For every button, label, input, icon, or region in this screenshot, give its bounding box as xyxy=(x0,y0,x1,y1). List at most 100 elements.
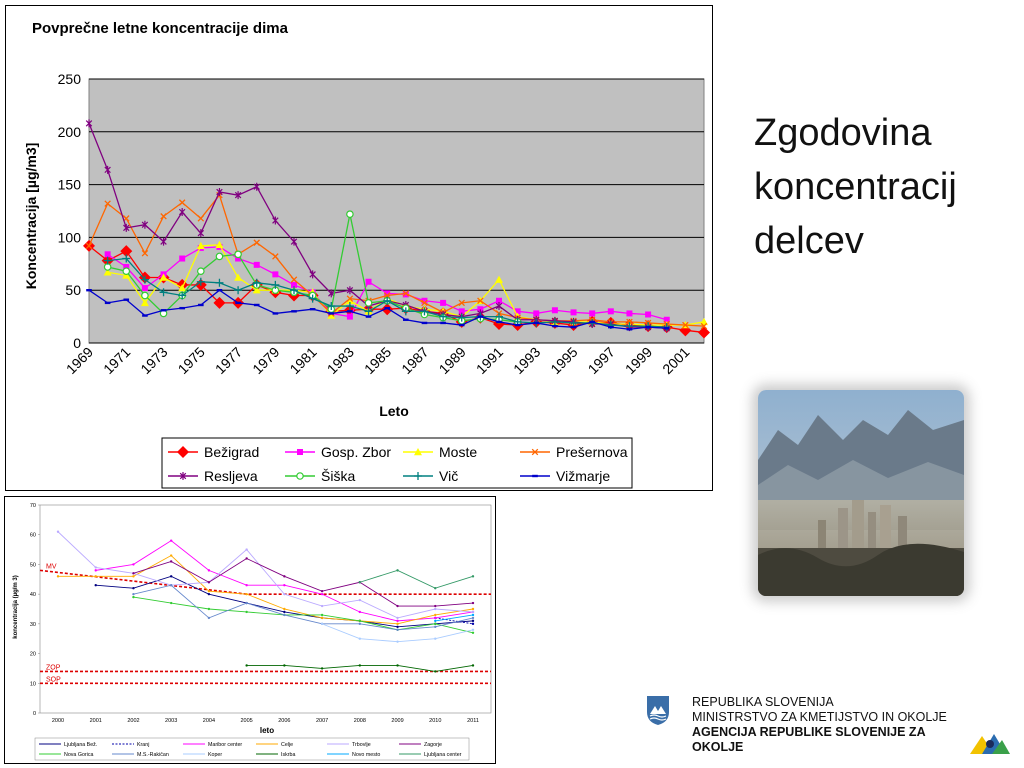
x-tick-label: 1977 xyxy=(212,344,245,377)
data-point xyxy=(104,301,111,305)
agency-line-2: MINISTRSTVO ZA KMETIJSTVO IN OKOLJE xyxy=(692,710,947,724)
title-line-2: koncentracij xyxy=(754,166,957,208)
data-point xyxy=(169,575,173,578)
data-point xyxy=(496,320,502,324)
pm-chart-svg: 0 10 20 30 40 50 60 70 2000 2001 2002 2003 2004 2005 2… xyxy=(13,503,492,761)
legend-label: Nova Gorica xyxy=(64,752,93,758)
data-point xyxy=(179,255,186,262)
series-Vižmarje xyxy=(86,289,670,331)
data-point xyxy=(132,592,135,596)
data-point xyxy=(471,631,475,634)
series-line xyxy=(435,617,474,625)
y-tick-label: 30 xyxy=(30,622,36,628)
x-tick-label: 2005 xyxy=(241,718,253,724)
data-point xyxy=(160,309,167,312)
data-point xyxy=(364,307,373,316)
smoke-concentration-chart: Povprečne letne koncentracije dima 0 50 10… xyxy=(5,5,713,491)
x-tick-label: 2000 xyxy=(52,718,64,724)
legend-label: M.S.-Rakičan xyxy=(137,752,169,758)
data-point xyxy=(440,299,447,306)
data-point xyxy=(358,581,362,584)
y-axis-label: Koncentracija [µg/m3] xyxy=(23,143,39,290)
legend-label: Ljubljana Bež. xyxy=(64,742,97,748)
data-point xyxy=(283,607,286,611)
legend-label: Kranj xyxy=(137,742,149,748)
data-point xyxy=(169,560,173,563)
data-point xyxy=(179,306,185,310)
data-point xyxy=(477,297,484,305)
series-line xyxy=(88,289,667,330)
data-point xyxy=(141,220,149,229)
data-point xyxy=(234,273,243,281)
data-point xyxy=(434,613,437,617)
data-point xyxy=(434,604,437,608)
legend-label: Iskrba xyxy=(281,752,295,758)
data-point xyxy=(471,601,475,605)
data-point xyxy=(245,557,248,560)
data-point xyxy=(320,622,324,626)
data-point xyxy=(283,584,286,587)
data-point xyxy=(85,119,93,128)
data-point xyxy=(159,288,168,297)
data-point xyxy=(122,254,131,263)
data-point xyxy=(550,317,559,326)
legend-marker xyxy=(414,472,422,480)
series-line xyxy=(133,584,474,631)
data-point xyxy=(160,237,167,246)
data-point xyxy=(122,271,131,279)
title-line-3: delcev xyxy=(754,220,864,262)
y-axis-label-2: koncentracija (µg/m 3) xyxy=(13,575,19,638)
slovenia-coat-of-arms-icon xyxy=(645,694,671,726)
x-tick-label: 1969 xyxy=(63,344,96,377)
data-point xyxy=(551,307,558,314)
arso-logo-icon xyxy=(968,730,1012,756)
agency-line-1: REPUBLIKA SLOVENIJA xyxy=(692,695,834,709)
data-point xyxy=(141,249,149,257)
series-Iskrba xyxy=(245,664,475,673)
x-tick-label: 1999 xyxy=(622,344,655,377)
legend-label: Vižmarje xyxy=(556,468,610,484)
data-point xyxy=(178,291,187,300)
x-tick-label: 2008 xyxy=(354,718,366,724)
data-point xyxy=(207,592,211,596)
legend-label: Prešernova xyxy=(556,444,628,460)
data-point xyxy=(120,245,133,258)
data-point xyxy=(86,289,92,292)
data-point xyxy=(347,310,353,313)
data-point xyxy=(132,575,135,578)
data-point xyxy=(477,315,484,318)
data-point xyxy=(198,303,204,307)
data-point xyxy=(235,255,242,262)
data-point xyxy=(104,251,111,258)
x-tick-label: 1975 xyxy=(175,344,208,377)
x-tick-label: 2007 xyxy=(316,718,328,724)
data-point xyxy=(103,256,112,265)
data-point xyxy=(471,622,475,626)
data-point xyxy=(421,321,428,325)
x-axis-label: Leto xyxy=(379,403,409,419)
y-tick-label: 70 xyxy=(30,503,36,509)
data-point xyxy=(132,563,135,566)
data-point xyxy=(169,584,173,587)
data-point xyxy=(663,316,670,323)
data-point xyxy=(245,592,248,596)
data-point xyxy=(320,613,324,617)
data-point xyxy=(271,280,280,289)
data-point xyxy=(552,324,558,328)
data-point xyxy=(283,575,286,578)
data-point xyxy=(569,318,578,327)
x-tick-label: 1985 xyxy=(361,344,394,377)
data-point xyxy=(283,610,286,614)
data-point xyxy=(626,328,633,331)
data-point xyxy=(434,670,437,673)
data-point xyxy=(196,241,205,250)
data-point xyxy=(140,275,149,284)
data-point xyxy=(123,263,130,270)
chart-title: Povprečne letne koncentracije dima xyxy=(32,20,289,37)
legend-marker xyxy=(297,449,303,455)
data-point xyxy=(434,637,437,640)
data-point xyxy=(496,297,502,304)
data-point xyxy=(533,321,540,325)
data-point xyxy=(197,267,205,275)
data-point xyxy=(495,312,503,321)
